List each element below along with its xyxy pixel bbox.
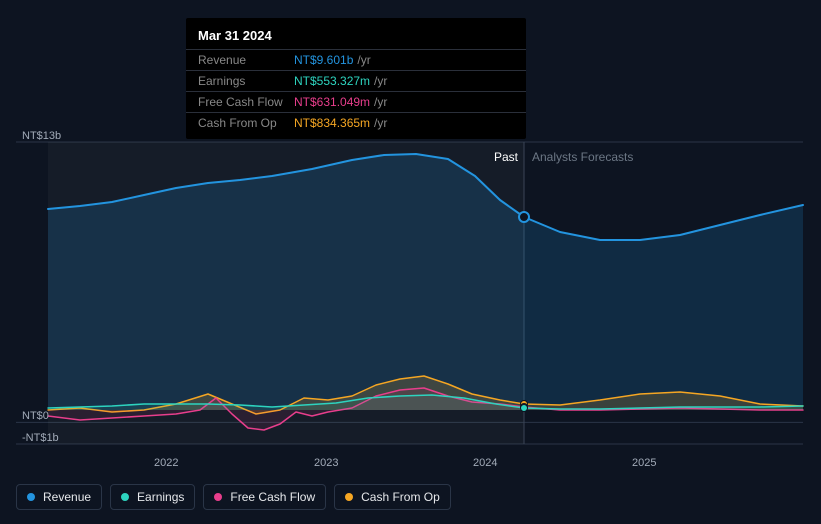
y-axis-tick: NT$13b (22, 130, 61, 142)
tooltip-row-label: Revenue (198, 53, 294, 67)
tooltip-row-value: NT$834.365m (294, 116, 370, 130)
legend-dot (121, 493, 129, 501)
x-axis-tick: 2023 (314, 457, 338, 469)
tooltip-row-unit: /yr (374, 74, 387, 88)
tooltip-row-unit: /yr (374, 116, 387, 130)
tooltip-row-unit: /yr (357, 53, 370, 67)
tooltip-row-unit: /yr (374, 95, 387, 109)
chart-container: Mar 31 2024 RevenueNT$9.601b/yrEarningsN… (0, 0, 821, 524)
tooltip-row: Free Cash FlowNT$631.049m/yr (186, 91, 526, 112)
legend: Revenue Earnings Free Cash Flow Cash From O… (16, 484, 451, 510)
hover-tooltip: Mar 31 2024 RevenueNT$9.601b/yrEarningsN… (186, 18, 526, 139)
x-axis-tick: 2025 (632, 457, 656, 469)
tooltip-row: EarningsNT$553.327m/yr (186, 70, 526, 91)
legend-item-earnings[interactable]: Earnings (110, 484, 195, 510)
legend-dot (214, 493, 222, 501)
section-label-past: Past (494, 150, 518, 164)
tooltip-date: Mar 31 2024 (186, 24, 526, 49)
legend-label: Earnings (137, 490, 184, 504)
legend-dot (345, 493, 353, 501)
legend-label: Revenue (43, 490, 91, 504)
tooltip-row-label: Free Cash Flow (198, 95, 294, 109)
tooltip-row-value: NT$631.049m (294, 95, 370, 109)
x-axis-tick: 2024 (473, 457, 497, 469)
tooltip-row-value: NT$553.327m (294, 74, 370, 88)
legend-item-revenue[interactable]: Revenue (16, 484, 102, 510)
legend-item-cash-from-op[interactable]: Cash From Op (334, 484, 451, 510)
tooltip-row-label: Earnings (198, 74, 294, 88)
legend-label: Free Cash Flow (230, 490, 315, 504)
legend-dot (27, 493, 35, 501)
tooltip-row-value: NT$9.601b (294, 53, 353, 67)
y-axis-tick: -NT$1b (22, 432, 59, 444)
tooltip-row-label: Cash From Op (198, 116, 294, 130)
legend-item-free-cash-flow[interactable]: Free Cash Flow (203, 484, 326, 510)
tooltip-row: RevenueNT$9.601b/yr (186, 49, 526, 70)
tooltip-row: Cash From OpNT$834.365m/yr (186, 112, 526, 133)
x-axis-tick: 2022 (154, 457, 178, 469)
y-axis-tick: NT$0 (22, 410, 49, 422)
legend-label: Cash From Op (361, 490, 440, 504)
section-label-forecast: Analysts Forecasts (532, 150, 633, 164)
